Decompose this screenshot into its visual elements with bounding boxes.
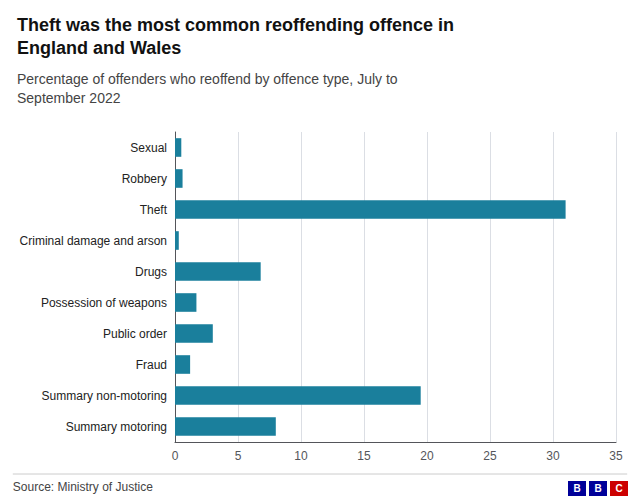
svg-text:Robbery: Robbery [122,172,167,186]
svg-text:Theft: Theft [140,203,168,217]
svg-text:Criminal damage and arson: Criminal damage and arson [20,234,167,248]
svg-text:Source: Ministry of Justice: Source: Ministry of Justice [13,480,153,494]
svg-text:Summary motoring: Summary motoring [66,420,167,434]
svg-text:Summary non-motoring: Summary non-motoring [42,389,167,403]
svg-text:Public order: Public order [103,327,167,341]
svg-text:September 2022: September 2022 [17,90,121,106]
svg-text:C: C [615,483,622,494]
svg-text:Drugs: Drugs [135,265,167,279]
svg-text:B: B [594,483,601,494]
svg-text:30: 30 [546,449,560,463]
svg-text:35: 35 [609,449,623,463]
svg-text:England and Wales: England and Wales [17,38,181,58]
svg-text:Percentage of offenders who re: Percentage of offenders who reoffend by … [17,71,398,87]
svg-text:20: 20 [420,449,434,463]
svg-text:5: 5 [235,449,242,463]
svg-text:B: B [573,483,580,494]
svg-text:0: 0 [172,449,179,463]
svg-text:Sexual: Sexual [130,141,167,155]
svg-text:25: 25 [483,449,497,463]
svg-text:Fraud: Fraud [136,358,167,372]
svg-text:15: 15 [357,449,371,463]
svg-text:10: 10 [294,449,308,463]
svg-text:Possession of weapons: Possession of weapons [41,296,167,310]
svg-text:Theft was the most common reof: Theft was the most common reoffending of… [17,15,454,35]
